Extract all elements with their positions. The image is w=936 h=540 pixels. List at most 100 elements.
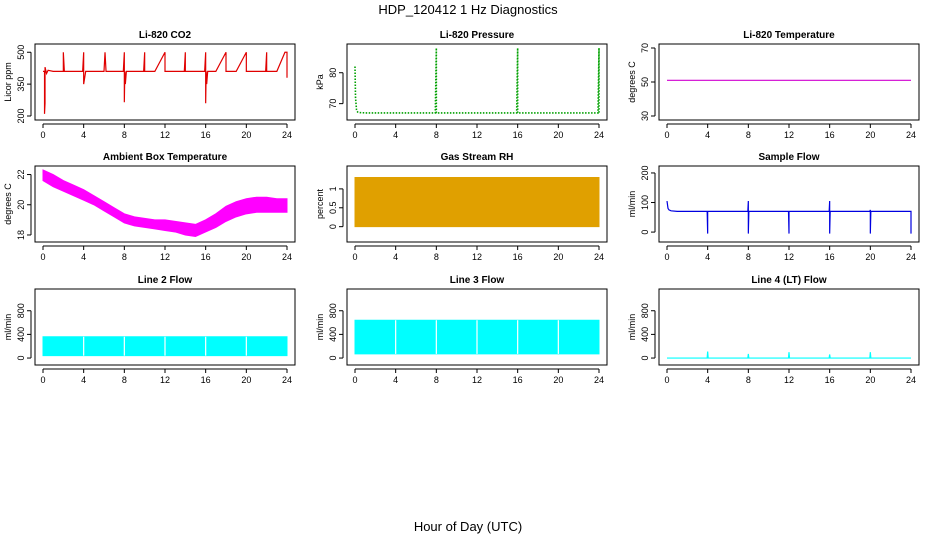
panel-title: Sample Flow	[758, 152, 819, 163]
x-tick-label: 12	[472, 252, 482, 262]
x-tick-label: 24	[594, 375, 604, 385]
y-axis-label: ml/min	[315, 314, 325, 341]
x-tick-label: 4	[705, 375, 710, 385]
x-tick-label: 0	[40, 375, 45, 385]
x-tick-label: 24	[594, 252, 604, 262]
plot-frame	[658, 43, 920, 121]
x-axis: 0 4 8 12 16 20 24	[664, 368, 916, 385]
data-layer	[354, 177, 600, 228]
y-tick-label: 1	[328, 186, 338, 191]
x-tick-label: 8	[122, 130, 127, 140]
y-tick-label: 0	[640, 356, 650, 361]
x-tick-label: 20	[865, 375, 875, 385]
y-tick-label: 500	[16, 45, 26, 60]
x-tick-label: 8	[434, 375, 439, 385]
x-tick-label: 8	[434, 252, 439, 262]
x-tick-label: 24	[906, 252, 916, 262]
panel-sample-flow: Sample Flow 0 4 8 12 16 20 24 0 100 200 ml/min	[627, 152, 920, 262]
x-tick-label: 12	[160, 130, 170, 140]
y-axis-label: degrees C	[3, 183, 13, 225]
x-axis: 0 4 8 12 16 20 24	[352, 123, 604, 140]
panel-li-820-temperature: Li-820 Temperature 0 4 8 12 16 20 24 30 50 70degre…	[627, 30, 920, 140]
x-tick-label: 0	[664, 130, 669, 140]
y-tick-label: 0	[640, 230, 650, 235]
series-line	[354, 47, 600, 114]
x-axis: 0 4 8 12 16 20 24	[352, 245, 604, 262]
panel-title: Li-820 Temperature	[743, 30, 835, 41]
x-tick-label: 0	[352, 252, 357, 262]
x-tick-label: 0	[352, 130, 357, 140]
y-axis-label: degrees C	[627, 61, 637, 103]
x-tick-label: 20	[553, 375, 563, 385]
y-tick-label: 50	[640, 77, 650, 87]
y-axis: 0 100 200 ml/min	[627, 165, 656, 235]
x-tick-label: 20	[865, 252, 875, 262]
x-tick-label: 16	[201, 252, 211, 262]
plot-frame	[346, 165, 608, 243]
x-tick-label: 16	[513, 252, 523, 262]
x-tick-label: 24	[282, 375, 292, 385]
x-tick-label: 8	[122, 252, 127, 262]
data-layer	[354, 47, 600, 114]
panel-title: Gas Stream RH	[441, 152, 514, 163]
x-tick-label: 12	[784, 252, 794, 262]
y-tick-label: 80	[328, 68, 338, 78]
plot-frame	[34, 43, 296, 121]
panel-title: Line 2 Flow	[138, 275, 193, 286]
x-tick-label: 16	[201, 375, 211, 385]
y-axis-label: ml/min	[627, 191, 637, 218]
x-tick-label: 24	[594, 130, 604, 140]
data-layer	[42, 336, 288, 357]
panel-title: Line 4 (LT) Flow	[751, 275, 827, 286]
x-tick-label: 12	[784, 375, 794, 385]
x-tick-label: 4	[393, 375, 398, 385]
x-tick-label: 4	[393, 252, 398, 262]
series-line	[666, 200, 912, 234]
y-tick-label: 0	[328, 356, 338, 361]
x-tick-label: 12	[784, 130, 794, 140]
x-tick-label: 8	[746, 252, 751, 262]
data-layer	[42, 169, 288, 238]
x-tick-label: 4	[393, 130, 398, 140]
x-tick-label: 16	[513, 375, 523, 385]
y-tick-label: 22	[16, 170, 26, 180]
x-tick-label: 4	[705, 252, 710, 262]
x-tick-label: 16	[825, 375, 835, 385]
series-band	[354, 177, 600, 228]
x-tick-label: 12	[160, 252, 170, 262]
x-axis: 0 4 8 12 16 20 24	[40, 245, 292, 262]
y-axis-label: ml/min	[3, 314, 13, 341]
panel-title: Ambient Box Temperature	[103, 152, 228, 163]
panel-title: Li-820 CO2	[139, 30, 192, 41]
plot-frame	[658, 288, 920, 366]
data-layer	[667, 351, 911, 359]
y-tick-label: 70	[640, 43, 650, 53]
y-tick-label: 100	[640, 195, 650, 210]
x-tick-label: 0	[40, 252, 45, 262]
y-tick-label: 30	[640, 111, 650, 121]
x-tick-label: 16	[513, 130, 523, 140]
x-tick-label: 8	[434, 130, 439, 140]
y-axis-label: percent	[315, 188, 325, 219]
y-axis-label: Licor ppm	[3, 62, 13, 102]
x-tick-label: 12	[160, 375, 170, 385]
series-band	[42, 169, 288, 238]
y-tick-label: 70	[328, 99, 338, 109]
x-axis: 0 4 8 12 16 20 24	[664, 123, 916, 140]
x-tick-label: 4	[705, 130, 710, 140]
figure-xlabel: Hour of Day (UTC)	[414, 519, 522, 534]
y-tick-label: 0	[328, 224, 338, 229]
panel-title: Li-820 Pressure	[440, 30, 515, 41]
y-tick-label: 0.5	[328, 202, 338, 215]
y-tick-label: 20	[16, 200, 26, 210]
x-tick-label: 8	[746, 375, 751, 385]
x-tick-label: 12	[472, 375, 482, 385]
